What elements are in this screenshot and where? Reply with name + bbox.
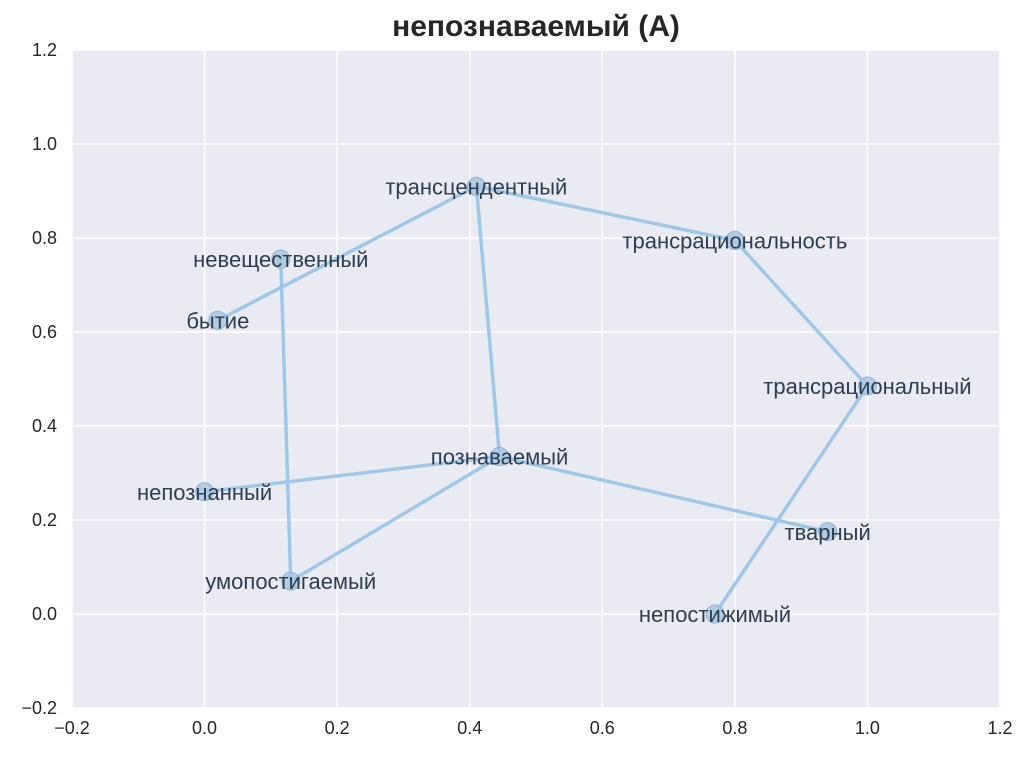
plot-area xyxy=(72,50,1000,708)
y-tick-label: 0.2 xyxy=(32,510,57,530)
x-tick-label: 0.0 xyxy=(192,718,217,738)
node-labels: трансцендентный трансрациональность невеще… xyxy=(137,174,972,627)
edge-line xyxy=(497,454,830,534)
nodes xyxy=(195,176,877,624)
x-tick-label: 1.2 xyxy=(987,718,1012,738)
edge-line xyxy=(216,184,479,322)
node-label: познаваемый xyxy=(431,445,569,470)
edge-line xyxy=(733,238,870,388)
x-tick-label: 1.0 xyxy=(855,718,880,738)
node-label: тварный xyxy=(785,520,871,545)
x-axis-ticks: −0.2 0.0 0.2 0.4 0.6 0.8 1.0 1.2 xyxy=(54,718,1012,738)
y-tick-label: 0.4 xyxy=(32,416,57,436)
y-axis-ticks: −0.2 0.0 0.2 0.4 0.6 0.8 1.0 1.2 xyxy=(21,40,57,718)
x-tick-label: 0.6 xyxy=(590,718,615,738)
node-point xyxy=(818,522,838,542)
node-label: трансрациональность xyxy=(622,228,847,253)
edge-line xyxy=(474,184,502,459)
edge-line xyxy=(202,454,502,494)
node-point xyxy=(208,310,228,330)
edges xyxy=(202,184,870,616)
x-tick-label: 0.2 xyxy=(325,718,350,738)
chart-title: непознаваемый (A) xyxy=(392,10,680,43)
node-point xyxy=(466,176,486,196)
y-tick-label: 1.0 xyxy=(32,134,57,154)
node-point xyxy=(725,230,745,250)
y-tick-label: 0.6 xyxy=(32,322,57,342)
node-point xyxy=(195,482,215,502)
edge-line xyxy=(288,454,502,583)
y-tick-label: 0.8 xyxy=(32,228,57,248)
node-label: умопостигаемый xyxy=(205,569,376,594)
edge-line xyxy=(474,184,737,243)
x-tick-label: 0.4 xyxy=(457,718,482,738)
node-label: непознанный xyxy=(137,480,272,505)
node-label: трансцендентный xyxy=(385,174,567,199)
node-point xyxy=(857,376,877,396)
node-point xyxy=(281,571,301,591)
node-label: трансрациональный xyxy=(763,374,971,399)
x-tick-label: −0.2 xyxy=(54,718,90,738)
node-label: непостижимый xyxy=(639,602,791,627)
node-point xyxy=(490,447,510,467)
y-tick-label: 0.0 xyxy=(32,604,57,624)
node-label: бытие xyxy=(186,308,249,333)
edge-line xyxy=(279,257,293,583)
node-label: невещественный xyxy=(193,247,368,272)
node-point xyxy=(705,604,725,624)
x-tick-label: 0.8 xyxy=(722,718,747,738)
node-point xyxy=(271,249,291,269)
y-tick-label: 1.2 xyxy=(32,40,57,60)
edge-line xyxy=(713,384,870,616)
y-tick-label: −0.2 xyxy=(21,698,57,718)
